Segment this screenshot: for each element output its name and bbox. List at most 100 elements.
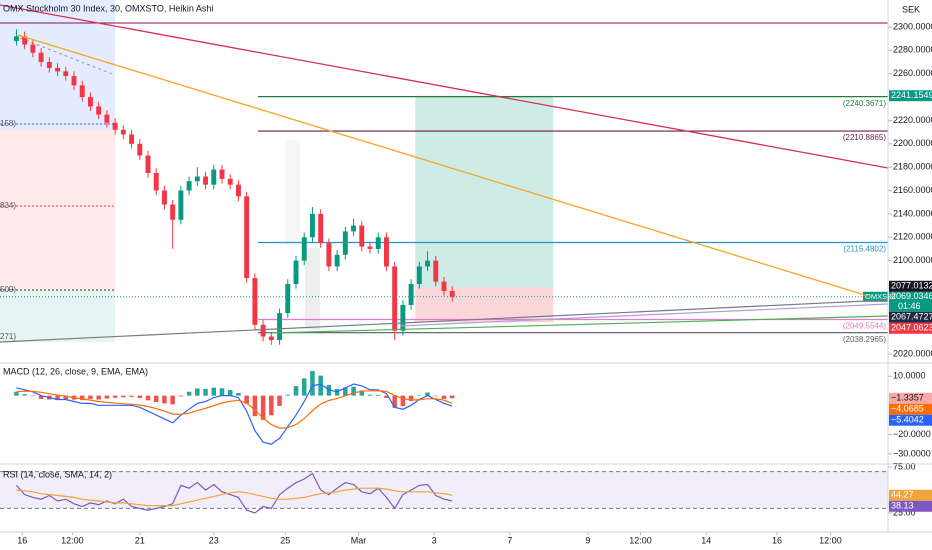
price-badge-label: −1.3357 (891, 393, 924, 403)
level-label: 158) (0, 119, 16, 128)
candle-body (375, 237, 381, 249)
candle-body (13, 36, 19, 42)
candle-body (383, 237, 389, 267)
candle-body (334, 254, 340, 267)
x-tick-label: Mar (351, 535, 367, 545)
histogram-bar (227, 390, 233, 396)
histogram-bar (55, 395, 60, 401)
x-tick-label: 3 (432, 535, 437, 545)
histogram-bar (121, 395, 126, 398)
histogram-bar (384, 395, 389, 398)
candle-body (203, 176, 209, 185)
x-tick-label: 16 (17, 535, 27, 545)
y-tick-label: 2100.0000 (893, 255, 932, 265)
price-badge-label: 2241.1549 (891, 90, 932, 100)
x-tick-label: 25 (280, 535, 290, 545)
candle-body (235, 184, 241, 197)
histogram-bar (417, 395, 422, 396)
candle-body (71, 76, 77, 86)
histogram-bar (408, 395, 414, 402)
candle-body (268, 336, 274, 341)
price-badge-label: 2077.0132 (891, 281, 932, 291)
level-label: (2115.4802) (843, 245, 886, 254)
candle-body (277, 313, 283, 341)
level-label: 834) (0, 201, 16, 210)
indicator-title: RSI (14, close, SMA, 14, 2) (3, 469, 112, 479)
histogram-bar (129, 395, 134, 397)
x-tick-label: 12:00 (819, 535, 842, 545)
y-tick-label: 2260.0000 (893, 68, 932, 78)
histogram-bar (269, 395, 274, 416)
level-label: (2038.2965) (843, 335, 886, 344)
price-badge-label: 38.13 (891, 501, 914, 511)
histogram-bar (170, 395, 175, 405)
trend-line (399, 303, 889, 327)
indicator-line (15, 472, 453, 514)
candle-body (227, 178, 233, 185)
candle-body (285, 283, 291, 314)
level-label: (2210.8865) (843, 133, 886, 142)
price-badge-label: −4.0685 (891, 404, 924, 414)
price-badge (889, 322, 932, 334)
histogram-bar (186, 391, 192, 396)
y-tick-label: −20.0000 (893, 429, 931, 439)
candle-body (416, 266, 422, 284)
histogram-bar (79, 395, 85, 401)
histogram-bar (367, 394, 373, 396)
histogram-bar (351, 386, 356, 396)
candle-body (359, 225, 365, 247)
x-tick-label: 9 (585, 535, 590, 545)
x-tick-label: 16 (772, 535, 782, 545)
candle-body (96, 106, 102, 115)
y-tick-label: 2160.0000 (893, 185, 932, 195)
candle-body (400, 304, 406, 331)
candle-body (441, 281, 447, 291)
price-badge (889, 90, 932, 102)
marks: 2300.0000 2280.0000 2260.0000 2220.0000 2200… (0, 21, 932, 545)
zone (285, 140, 300, 245)
trend-line (0, 4, 889, 169)
indicator-title: MACD (12, 26, close, 9, EMA, EMA) (3, 366, 148, 376)
histogram-bar (310, 370, 315, 396)
level-label: 509) (0, 285, 16, 294)
candle-body (120, 129, 126, 135)
candle-body (87, 97, 93, 107)
candle-body (145, 155, 151, 173)
candle-body (63, 71, 69, 77)
price-badge (889, 500, 932, 512)
price-badge-label: 44.27 (891, 490, 914, 500)
candle-body (186, 181, 192, 191)
currency: SEK (902, 4, 920, 14)
y-tick-label: 2140.0000 (893, 208, 932, 218)
trend-line (17, 34, 869, 297)
histogram-bar (104, 395, 110, 399)
last-price-label: 2069.0346 (891, 291, 932, 301)
candle-body (392, 266, 398, 331)
trend-line (269, 315, 889, 334)
candle-body (293, 260, 299, 284)
histogram-bar (343, 387, 348, 396)
symbol-badge (863, 291, 888, 302)
candle-body (161, 190, 167, 205)
candle-body (211, 169, 217, 185)
price-badge (889, 392, 932, 404)
y-tick-label: 2200.0000 (893, 138, 932, 148)
histogram-bar (96, 395, 101, 400)
price-badge (889, 403, 932, 415)
candle-body (367, 246, 373, 249)
histogram-bar (293, 386, 299, 396)
candle-body (219, 169, 225, 179)
level-label: (2240.3671) (843, 99, 886, 108)
y-tick-label: 10.0000 (893, 371, 926, 381)
histogram-bar (178, 395, 184, 397)
histogram-bar (400, 395, 406, 407)
histogram-bar (211, 387, 217, 396)
last-price-badge (889, 291, 932, 312)
candle-body (170, 204, 176, 220)
trend-lines (0, 4, 889, 343)
candle-body (79, 85, 85, 98)
candle-body (318, 213, 324, 244)
price-badge-label: 2067.4727 (891, 312, 932, 322)
histogram-bar (38, 395, 44, 399)
histogram-bar (203, 388, 208, 396)
